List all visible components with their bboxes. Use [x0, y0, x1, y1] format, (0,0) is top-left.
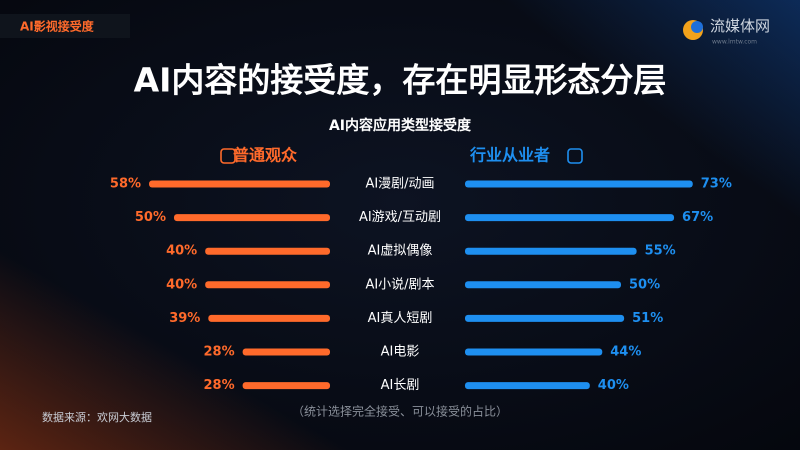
value-label: 50% — [135, 210, 166, 225]
value-label: 50% — [629, 277, 660, 292]
legend-label: 普通观众 — [233, 146, 298, 165]
note: （统计选择完全接受、可以接受的占比） — [292, 404, 508, 419]
logo-url: www.lmtw.com — [712, 39, 757, 46]
logo-icon — [691, 21, 703, 33]
bar — [465, 281, 621, 289]
category-label: AI虚拟偶像 — [368, 244, 433, 259]
bar — [465, 247, 637, 255]
value-label: 44% — [610, 345, 641, 360]
legend-icon — [567, 148, 583, 164]
value-label: 73% — [701, 177, 732, 192]
tag: AI影视接受度 — [20, 19, 95, 34]
value-label: 28% — [204, 378, 235, 393]
value-label: 28% — [204, 345, 235, 360]
chart-subtitle: AI内容应用类型接受度 — [329, 117, 472, 134]
value-label: 58% — [110, 177, 141, 192]
bar — [465, 314, 625, 322]
bar — [149, 180, 330, 188]
bar — [205, 281, 330, 289]
bar — [242, 348, 330, 356]
value-label: 39% — [169, 311, 200, 326]
bar — [465, 214, 675, 222]
bar — [465, 180, 693, 188]
category-label: AI小说/剧本 — [365, 277, 434, 292]
tag-box — [0, 14, 130, 38]
bar — [465, 348, 603, 356]
value-label: 55% — [645, 244, 676, 259]
bar — [205, 247, 330, 255]
category-label: AI电影 — [381, 345, 420, 360]
bar — [465, 382, 590, 390]
legend-icon — [220, 148, 236, 164]
value-label: 51% — [632, 311, 663, 326]
bar — [242, 382, 330, 390]
logo: 流媒体网 — [710, 17, 770, 35]
chart-title: AI内容的接受度，存在明显形态分层 — [134, 61, 667, 100]
value-label: 67% — [682, 210, 713, 225]
bar — [208, 314, 330, 322]
category-label: AI游戏/互动剧 — [359, 210, 441, 225]
value-label: 40% — [166, 277, 197, 292]
category-label: AI真人短剧 — [368, 311, 433, 326]
value-label: 40% — [166, 244, 197, 259]
category-label: AI长剧 — [381, 378, 420, 393]
category-label: AI漫剧/动画 — [365, 177, 434, 192]
legend-label: 行业从业者 — [469, 146, 550, 165]
source: 数据来源：欢网大数据 — [42, 410, 152, 424]
value-label: 40% — [598, 378, 629, 393]
bar — [174, 214, 330, 222]
